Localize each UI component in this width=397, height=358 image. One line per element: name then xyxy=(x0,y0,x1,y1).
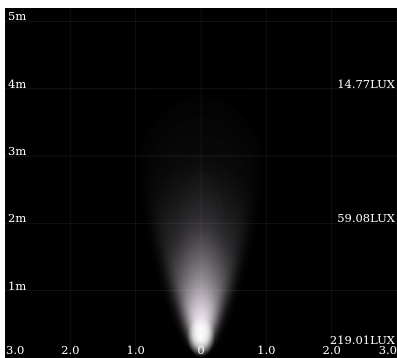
x-tick-label: 1.0 xyxy=(257,343,276,357)
x-tick-label: 3.0 xyxy=(6,343,25,357)
y-tick-label: 4m xyxy=(8,76,27,91)
illuminance-label: 59.08LUX xyxy=(337,211,395,226)
x-tick-label: 3.0 xyxy=(378,343,397,357)
y-tick-label: 1m xyxy=(8,278,27,293)
y-tick-label: 5m xyxy=(8,9,27,24)
x-tick-label: 0 xyxy=(197,343,205,357)
beam-core xyxy=(180,129,222,342)
x-tick-label: 1.0 xyxy=(126,343,145,357)
x-tick-label: 2.0 xyxy=(61,343,80,357)
illuminance-label: 219.01LUX xyxy=(329,332,395,347)
beam-svg xyxy=(5,8,397,358)
x-tick-label: 2.0 xyxy=(322,343,341,357)
y-tick-label: 3m xyxy=(8,144,27,159)
light-beam xyxy=(138,34,264,358)
light-source xyxy=(187,317,215,358)
plot-area: 5m 4m 3m 2m 1m 14.77LUX 59.08LUX 219.01LUX 3.0 2.… xyxy=(5,8,397,358)
y-tick-label: 2m xyxy=(8,211,27,226)
illuminance-label: 14.77LUX xyxy=(337,76,395,91)
